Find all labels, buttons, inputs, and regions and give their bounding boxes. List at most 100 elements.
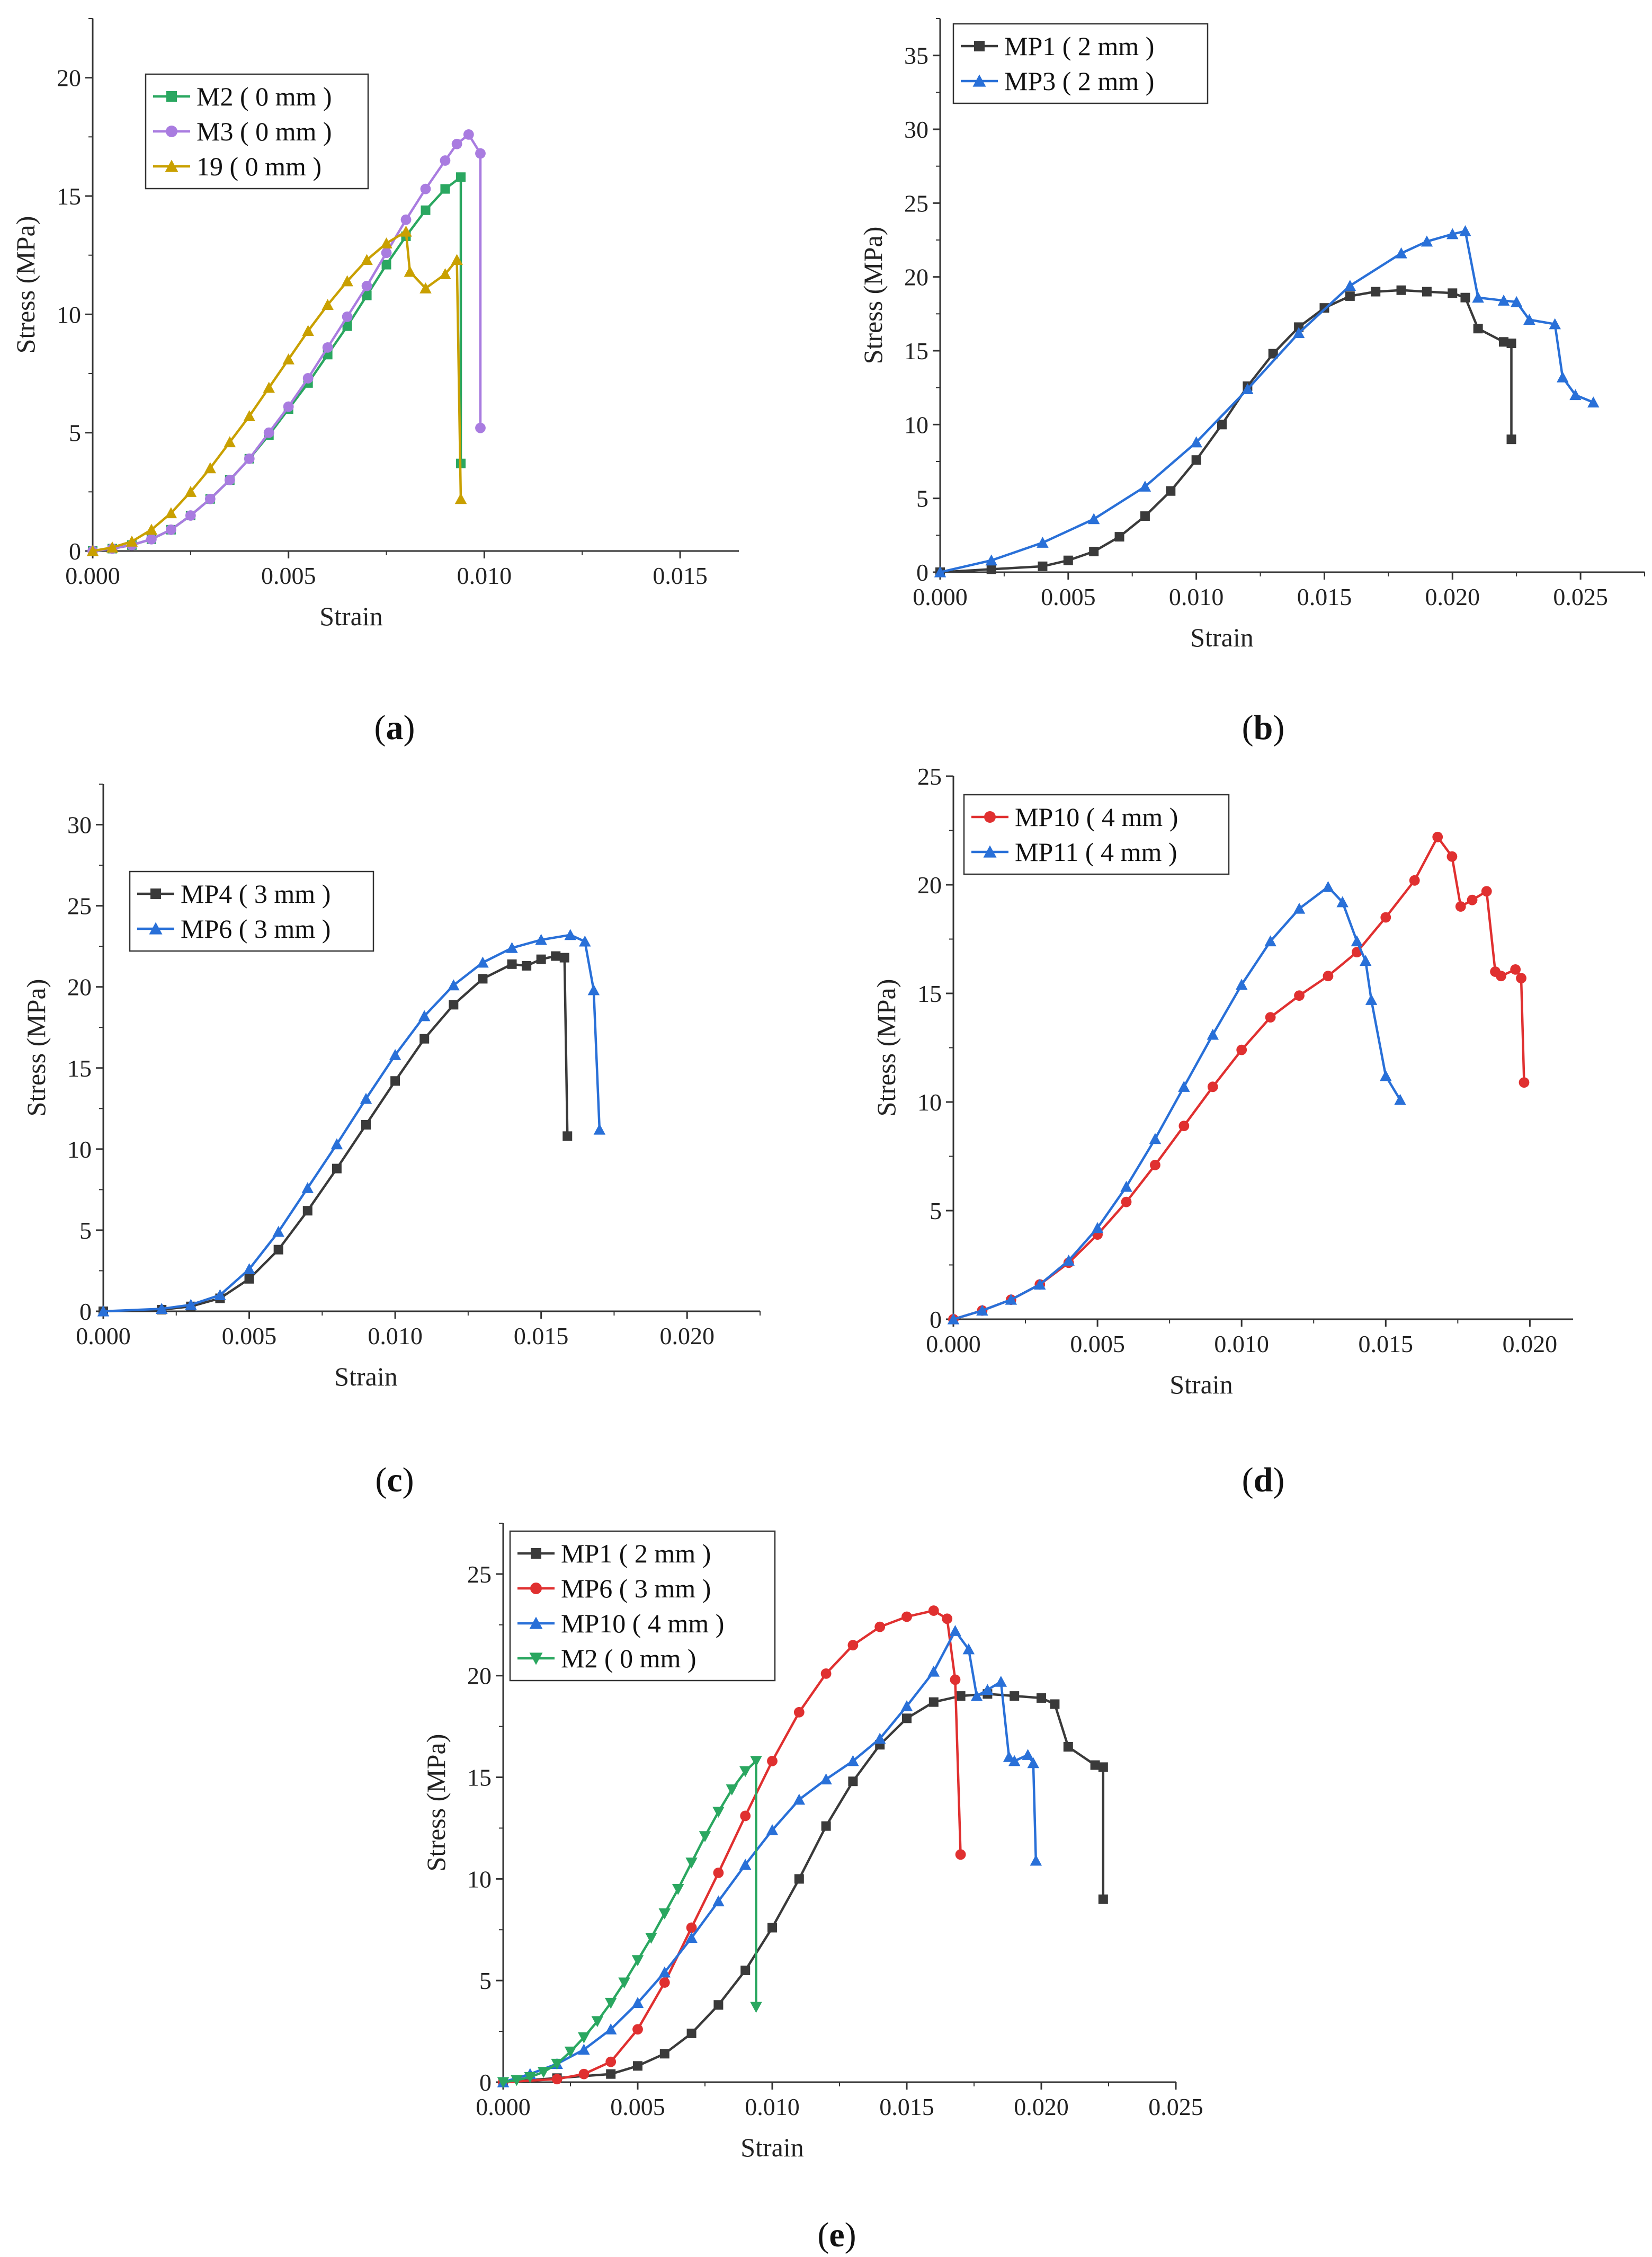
chart-panel-b: 0.000 0.005 0.010 0.015 0.020 0.025 0 5 10 15 20 25… (858, 18, 1645, 747)
panel-label-paren-open: ( (375, 1461, 387, 1499)
marker-triangle-up (145, 523, 158, 535)
marker-circle (1496, 971, 1506, 982)
marker-square (332, 1163, 342, 1174)
panel-label: (e) (817, 2216, 856, 2254)
x-tick-label: 0.015 (879, 2093, 934, 2120)
marker-square (1063, 555, 1073, 565)
marker-circle (551, 2074, 562, 2085)
marker-triangle-up (587, 984, 600, 996)
y-tick-label: 10 (57, 301, 81, 328)
marker-triangle-up (1523, 314, 1535, 325)
y-tick-label: 15 (917, 980, 942, 1007)
x-tick-label: 0.005 (610, 2093, 665, 2120)
y-tick-label: 20 (917, 872, 942, 899)
marker-circle (1380, 912, 1391, 923)
marker-triangle-up (1587, 396, 1600, 408)
marker-triangle-up (1421, 235, 1433, 247)
marker-triangle-up (243, 1263, 255, 1274)
marker-square (1098, 1894, 1108, 1904)
legend-item: MP6 ( 3 mm ) (517, 1574, 711, 1603)
marker-square (390, 1076, 400, 1086)
marker-square (767, 1923, 777, 1933)
marker-triangle-up (631, 1997, 644, 2008)
marker-circle (451, 138, 462, 149)
panel-label-paren-close: ) (403, 1461, 414, 1499)
marker-square (273, 1245, 283, 1255)
marker-triangle-down (591, 2016, 604, 2028)
legend-item: MP11 ( 4 mm ) (971, 837, 1177, 867)
marker-square (1396, 285, 1406, 295)
x-tick-label: 0.020 (1425, 583, 1480, 610)
marker-triangle-up (535, 934, 547, 945)
legend-item: MP10 ( 4 mm ) (971, 802, 1178, 832)
marker-triangle-up (1190, 436, 1202, 448)
marker-square (1345, 291, 1355, 301)
marker-circle (244, 453, 255, 464)
legend-label: MP1 ( 2 mm ) (561, 1539, 711, 1568)
marker-triangle-up (1394, 1094, 1406, 1105)
marker-triangle-up (1037, 537, 1049, 548)
marker-triangle-up (214, 1289, 226, 1300)
x-axis-label: Strain (1169, 1370, 1233, 1399)
legend-item: 19 ( 0 mm ) (153, 152, 322, 181)
marker-square (956, 1691, 966, 1701)
marker-triangle-up (995, 1675, 1007, 1687)
marker-triangle-up (331, 1138, 343, 1150)
panel-label-letter: a (386, 708, 404, 747)
marker-triangle-up (658, 1966, 671, 1978)
marker-circle (820, 1668, 832, 1679)
marker-square (986, 564, 996, 574)
marker-square (449, 1000, 459, 1010)
marker-circle (475, 422, 486, 433)
marker-triangle-up (1034, 1278, 1046, 1290)
marker-triangle-down (604, 1997, 617, 2009)
marker-square (686, 2028, 696, 2038)
marker-triangle-up (793, 1793, 806, 1805)
legend-box (509, 1530, 776, 1682)
y-tick-label: 15 (467, 1764, 492, 1791)
marker-triangle-down (685, 1858, 698, 1869)
marker-triangle-up (389, 1049, 401, 1060)
y-axis-label: Stress (MPa) (858, 227, 888, 365)
marker-circle (1409, 875, 1420, 886)
marker-circle (874, 1621, 886, 1632)
marker-square (713, 2000, 724, 2010)
legend-label: 19 ( 0 mm ) (197, 152, 322, 181)
marker-square (1422, 287, 1432, 297)
marker-triangle-up (1139, 481, 1151, 492)
y-tick-label: 10 (467, 1865, 492, 1892)
y-axis-label: Stress (MPa) (11, 216, 40, 354)
legend-label: M3 ( 0 mm ) (197, 117, 332, 146)
marker-triangle-down (578, 2032, 590, 2043)
marker-circle (1121, 1196, 1132, 1207)
marker-triangle-up (927, 1665, 940, 1677)
series-1 (99, 951, 573, 1316)
marker-triangle-down (511, 2075, 523, 2086)
y-tick-label: 35 (904, 42, 928, 69)
panel-label-letter: e (829, 2216, 844, 2254)
y-tick-label: 30 (67, 812, 92, 839)
marker-circle (166, 126, 177, 137)
marker-circle (165, 524, 176, 535)
marker-triangle-up (972, 74, 986, 87)
y-tick-label: 15 (904, 337, 928, 365)
marker-circle (686, 1922, 697, 1933)
marker-triangle-up (404, 265, 416, 277)
legend-label: MP1 ( 2 mm ) (1004, 31, 1154, 61)
marker-square (974, 41, 985, 51)
marker-circle (263, 427, 274, 438)
marker-square (507, 959, 517, 969)
marker-circle (420, 183, 431, 194)
panel-label: (a) (374, 708, 415, 747)
marker-square (1098, 1762, 1108, 1772)
x-tick-label: 0.020 (659, 1322, 715, 1349)
marker-triangle-up (322, 299, 334, 310)
series-1 (935, 285, 1516, 577)
marker-triangle-up (1030, 1854, 1042, 1866)
x-tick-label: 0.025 (1148, 2093, 1203, 2120)
y-tick-label: 0 (69, 538, 81, 565)
marker-triangle-up (593, 1123, 606, 1135)
marker-circle (1481, 886, 1492, 897)
marker-circle (1519, 1077, 1530, 1088)
